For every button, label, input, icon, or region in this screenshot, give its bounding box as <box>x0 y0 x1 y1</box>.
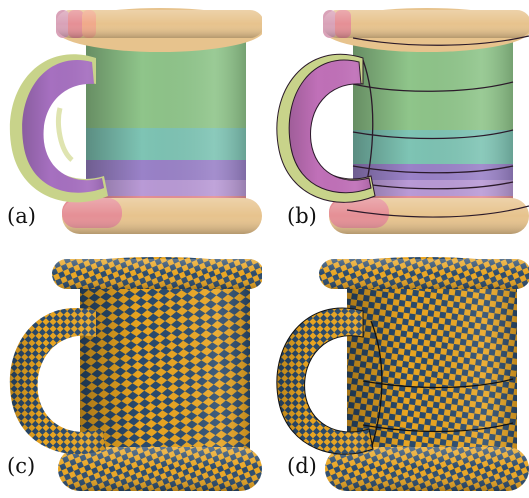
mug-colored-patches-b <box>276 8 529 234</box>
panel-label-c: (c) <box>7 454 36 478</box>
panel-a: (a) <box>0 0 262 247</box>
panel-label-b: (b) <box>287 204 317 228</box>
mug-colored-patches-a <box>9 8 262 234</box>
panel-b: (b) <box>267 0 529 247</box>
mug-checkerboard-d <box>276 257 529 491</box>
panel-label-d: (d) <box>287 454 317 478</box>
mug-checkerboard-c <box>9 257 262 491</box>
panel-c: (c) <box>0 251 262 498</box>
panel-label-a: (a) <box>7 204 36 228</box>
panel-d: (d) <box>267 251 529 498</box>
